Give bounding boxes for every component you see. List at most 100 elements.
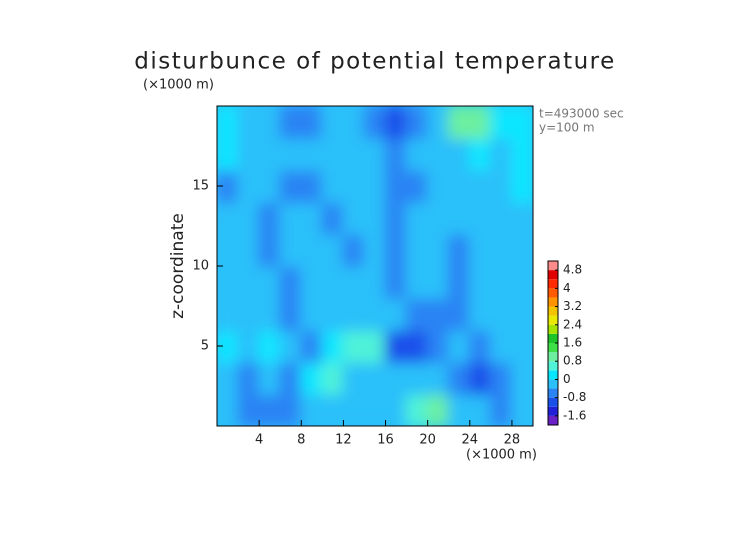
heat-cell (321, 137, 345, 171)
x-tick-label: 8 (297, 433, 305, 448)
x-tick-label: 24 (462, 433, 479, 448)
heat-cell (237, 265, 261, 299)
heat-cell (321, 329, 345, 363)
heat-cell (405, 329, 429, 363)
heat-cell (426, 265, 450, 299)
heat-cell (363, 201, 387, 235)
heat-cell (489, 233, 513, 267)
heat-cell (258, 233, 282, 267)
heat-cell (300, 233, 324, 267)
heat-cell (300, 265, 324, 299)
heat-cell (321, 201, 345, 235)
heat-cell (300, 106, 324, 139)
heat-cell (468, 106, 492, 139)
heat-cell (510, 106, 533, 139)
heat-cell (384, 329, 408, 363)
heat-cell (300, 297, 324, 331)
heat-cell (217, 297, 240, 331)
heat-cell (217, 233, 240, 267)
heat-cell (363, 233, 387, 267)
heat-cell (468, 137, 492, 171)
heat-cell (342, 169, 366, 203)
heat-cell (342, 201, 366, 235)
heat-cell (258, 297, 282, 331)
heat-cell (405, 265, 429, 299)
colorbar-swatch (548, 397, 558, 407)
heat-cell (384, 137, 408, 171)
x-tick-label: 28 (504, 433, 521, 448)
heat-cell (405, 137, 429, 171)
y-tick-label: 10 (192, 259, 209, 274)
heat-cell (363, 329, 387, 363)
heat-cell (237, 233, 261, 267)
heat-cell (426, 329, 450, 363)
annotation: y=100 m (539, 121, 595, 135)
heat-cell (447, 361, 471, 395)
heat-cell (258, 201, 282, 235)
heat-cell (217, 393, 240, 426)
colorbar-swatch (548, 406, 558, 416)
heat-cell (510, 169, 533, 203)
x-tick-label: 4 (255, 433, 263, 448)
heat-cell (447, 297, 471, 331)
heat-cell (489, 297, 513, 331)
heat-cell (468, 265, 492, 299)
heat-cell (405, 169, 429, 203)
heat-cell (342, 265, 366, 299)
heat-cell (217, 361, 240, 395)
colorbar-tick-label: 1.6 (563, 336, 582, 350)
heat-cell (217, 169, 240, 203)
colorbar-swatch (548, 361, 558, 371)
heat-cell (217, 137, 240, 171)
heat-cell (489, 201, 513, 235)
heat-cell (510, 361, 533, 395)
heat-cell (300, 137, 324, 171)
heat-cell (237, 297, 261, 331)
heat-cell (300, 169, 324, 203)
heat-cell (237, 329, 261, 363)
heat-cell (363, 137, 387, 171)
colorbar-swatch (548, 415, 558, 425)
heat-cell (405, 233, 429, 267)
x-tick-label: 16 (377, 433, 394, 448)
colorbar-tick-label: 3.2 (563, 299, 582, 313)
heat-cell (279, 297, 303, 331)
colorbar-swatch (548, 324, 558, 334)
heat-cell (384, 393, 408, 426)
heat-cell (279, 106, 303, 139)
colorbar-swatch (548, 306, 558, 316)
colorbar-tick-label: 4 (563, 281, 571, 295)
heat-cell (217, 106, 240, 139)
heat-cell (237, 361, 261, 395)
colorbar-swatch (548, 297, 558, 307)
heat-cell (405, 393, 429, 426)
heat-cell (510, 201, 533, 235)
y-tick-label: 5 (201, 339, 209, 354)
heat-cell (217, 201, 240, 235)
x-tick-label: 12 (335, 433, 352, 448)
heat-cell (258, 106, 282, 139)
heat-cell (384, 233, 408, 267)
heat-cell (447, 137, 471, 171)
heat-cell (363, 265, 387, 299)
heat-cell (363, 297, 387, 331)
heat-cell (342, 233, 366, 267)
heat-cell (342, 297, 366, 331)
heat-cell (321, 106, 345, 139)
colorbar-swatch (548, 388, 558, 398)
heat-cell (321, 297, 345, 331)
heat-cell (363, 106, 387, 139)
heat-cell (426, 169, 450, 203)
heat-cell (489, 169, 513, 203)
colorbar-tick-label: 0.8 (563, 354, 582, 368)
heat-cell (468, 297, 492, 331)
heat-cell (258, 361, 282, 395)
heat-cell (342, 393, 366, 426)
heat-cell (468, 393, 492, 426)
heat-cell (447, 233, 471, 267)
heat-cell (405, 361, 429, 395)
heat-cell (426, 137, 450, 171)
colorbar-tick-label: -0.8 (563, 390, 586, 404)
heat-cell (384, 169, 408, 203)
heat-cell (384, 361, 408, 395)
